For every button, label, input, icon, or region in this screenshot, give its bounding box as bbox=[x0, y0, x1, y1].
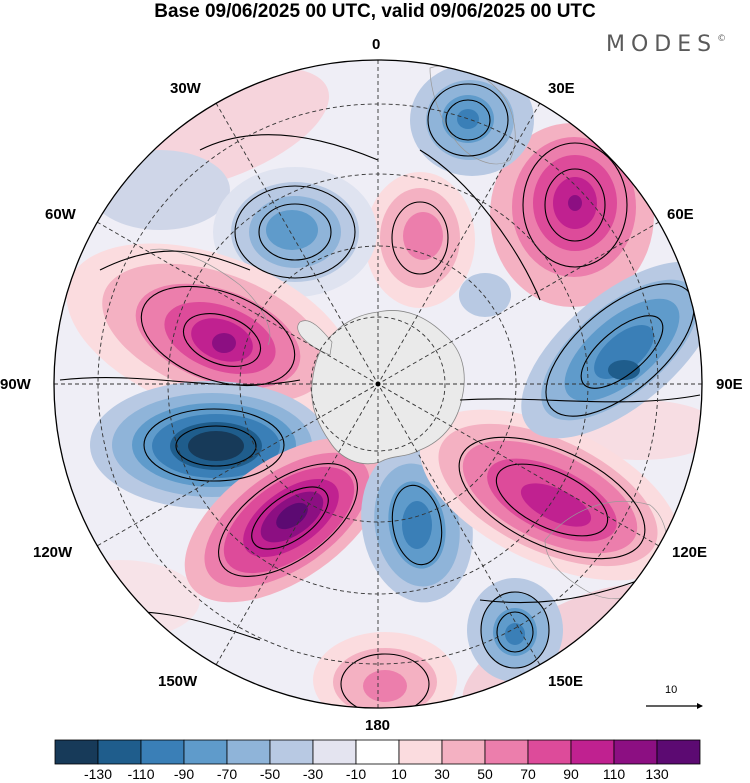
colorbar-swatch bbox=[570, 739, 615, 765]
colorbar-tick-label: 70 bbox=[520, 766, 536, 782]
wind-streamlines bbox=[59, 83, 701, 708]
colorbar-swatch bbox=[97, 739, 142, 765]
colorbar-tick-label: -90 bbox=[173, 766, 195, 782]
colorbar-swatch bbox=[226, 739, 271, 765]
colorbar-tick-label: 50 bbox=[477, 766, 493, 782]
modes-logo: MODES© bbox=[606, 32, 726, 57]
lon-label-120e: 120E bbox=[672, 544, 708, 561]
lon-label-60e: 60E bbox=[667, 206, 694, 223]
colorbar-tick-label: 30 bbox=[434, 766, 450, 782]
colorbar-tick-label: -50 bbox=[259, 766, 281, 782]
reference-vector-label: 10 bbox=[665, 684, 678, 696]
lon-label-150e: 150E bbox=[548, 673, 584, 690]
colorbar-swatch bbox=[140, 739, 185, 765]
colorbar-swatch bbox=[527, 739, 572, 765]
colorbar-swatch bbox=[269, 739, 314, 765]
lon-label-150w: 150W bbox=[158, 673, 198, 690]
colorbar-swatch bbox=[312, 739, 357, 765]
lon-label-0: 0 bbox=[372, 36, 381, 53]
map-boundary bbox=[53, 59, 703, 709]
lon-label-30w: 30W bbox=[170, 80, 201, 97]
colorbar-tick-label: 90 bbox=[563, 766, 579, 782]
lon-label-90w: 90W bbox=[0, 376, 31, 393]
colorbar-tick-label: 110 bbox=[602, 766, 626, 782]
colorbar-tick-label: 130 bbox=[645, 766, 669, 782]
brand-name: MODES bbox=[606, 32, 718, 57]
lon-label-60w: 60W bbox=[45, 206, 76, 223]
copyright-mark: © bbox=[717, 34, 727, 44]
lon-label-180: 180 bbox=[365, 717, 391, 734]
map-title: Base 09/06/2025 00 UTC, valid 09/06/2025… bbox=[154, 1, 596, 22]
colorbar-swatch bbox=[398, 739, 443, 765]
colorbar-swatch bbox=[183, 739, 228, 765]
colorbar-swatch bbox=[613, 739, 658, 765]
lon-label-30e: 30E bbox=[548, 80, 575, 97]
colorbar-swatch bbox=[355, 739, 400, 765]
colorbar-swatch bbox=[54, 739, 99, 765]
colorbar-tick-label: -130 bbox=[83, 766, 113, 782]
colorbar-tick-label: -70 bbox=[216, 766, 238, 782]
colorbar-swatch bbox=[484, 739, 529, 765]
lon-label-120w: 120W bbox=[33, 544, 73, 561]
lon-label-90e: 90E bbox=[716, 376, 743, 393]
colorbar-tick-label: -10 bbox=[345, 766, 367, 782]
colorbar-tick-label: -110 bbox=[127, 766, 155, 782]
colorbar bbox=[54, 739, 701, 765]
colorbar-swatch bbox=[656, 739, 701, 765]
colorbar-swatch bbox=[441, 739, 486, 765]
colorbar-tick-label: 10 bbox=[391, 766, 407, 782]
anomaly-field bbox=[54, 60, 702, 708]
colorbar-tick-label: -30 bbox=[302, 766, 324, 782]
